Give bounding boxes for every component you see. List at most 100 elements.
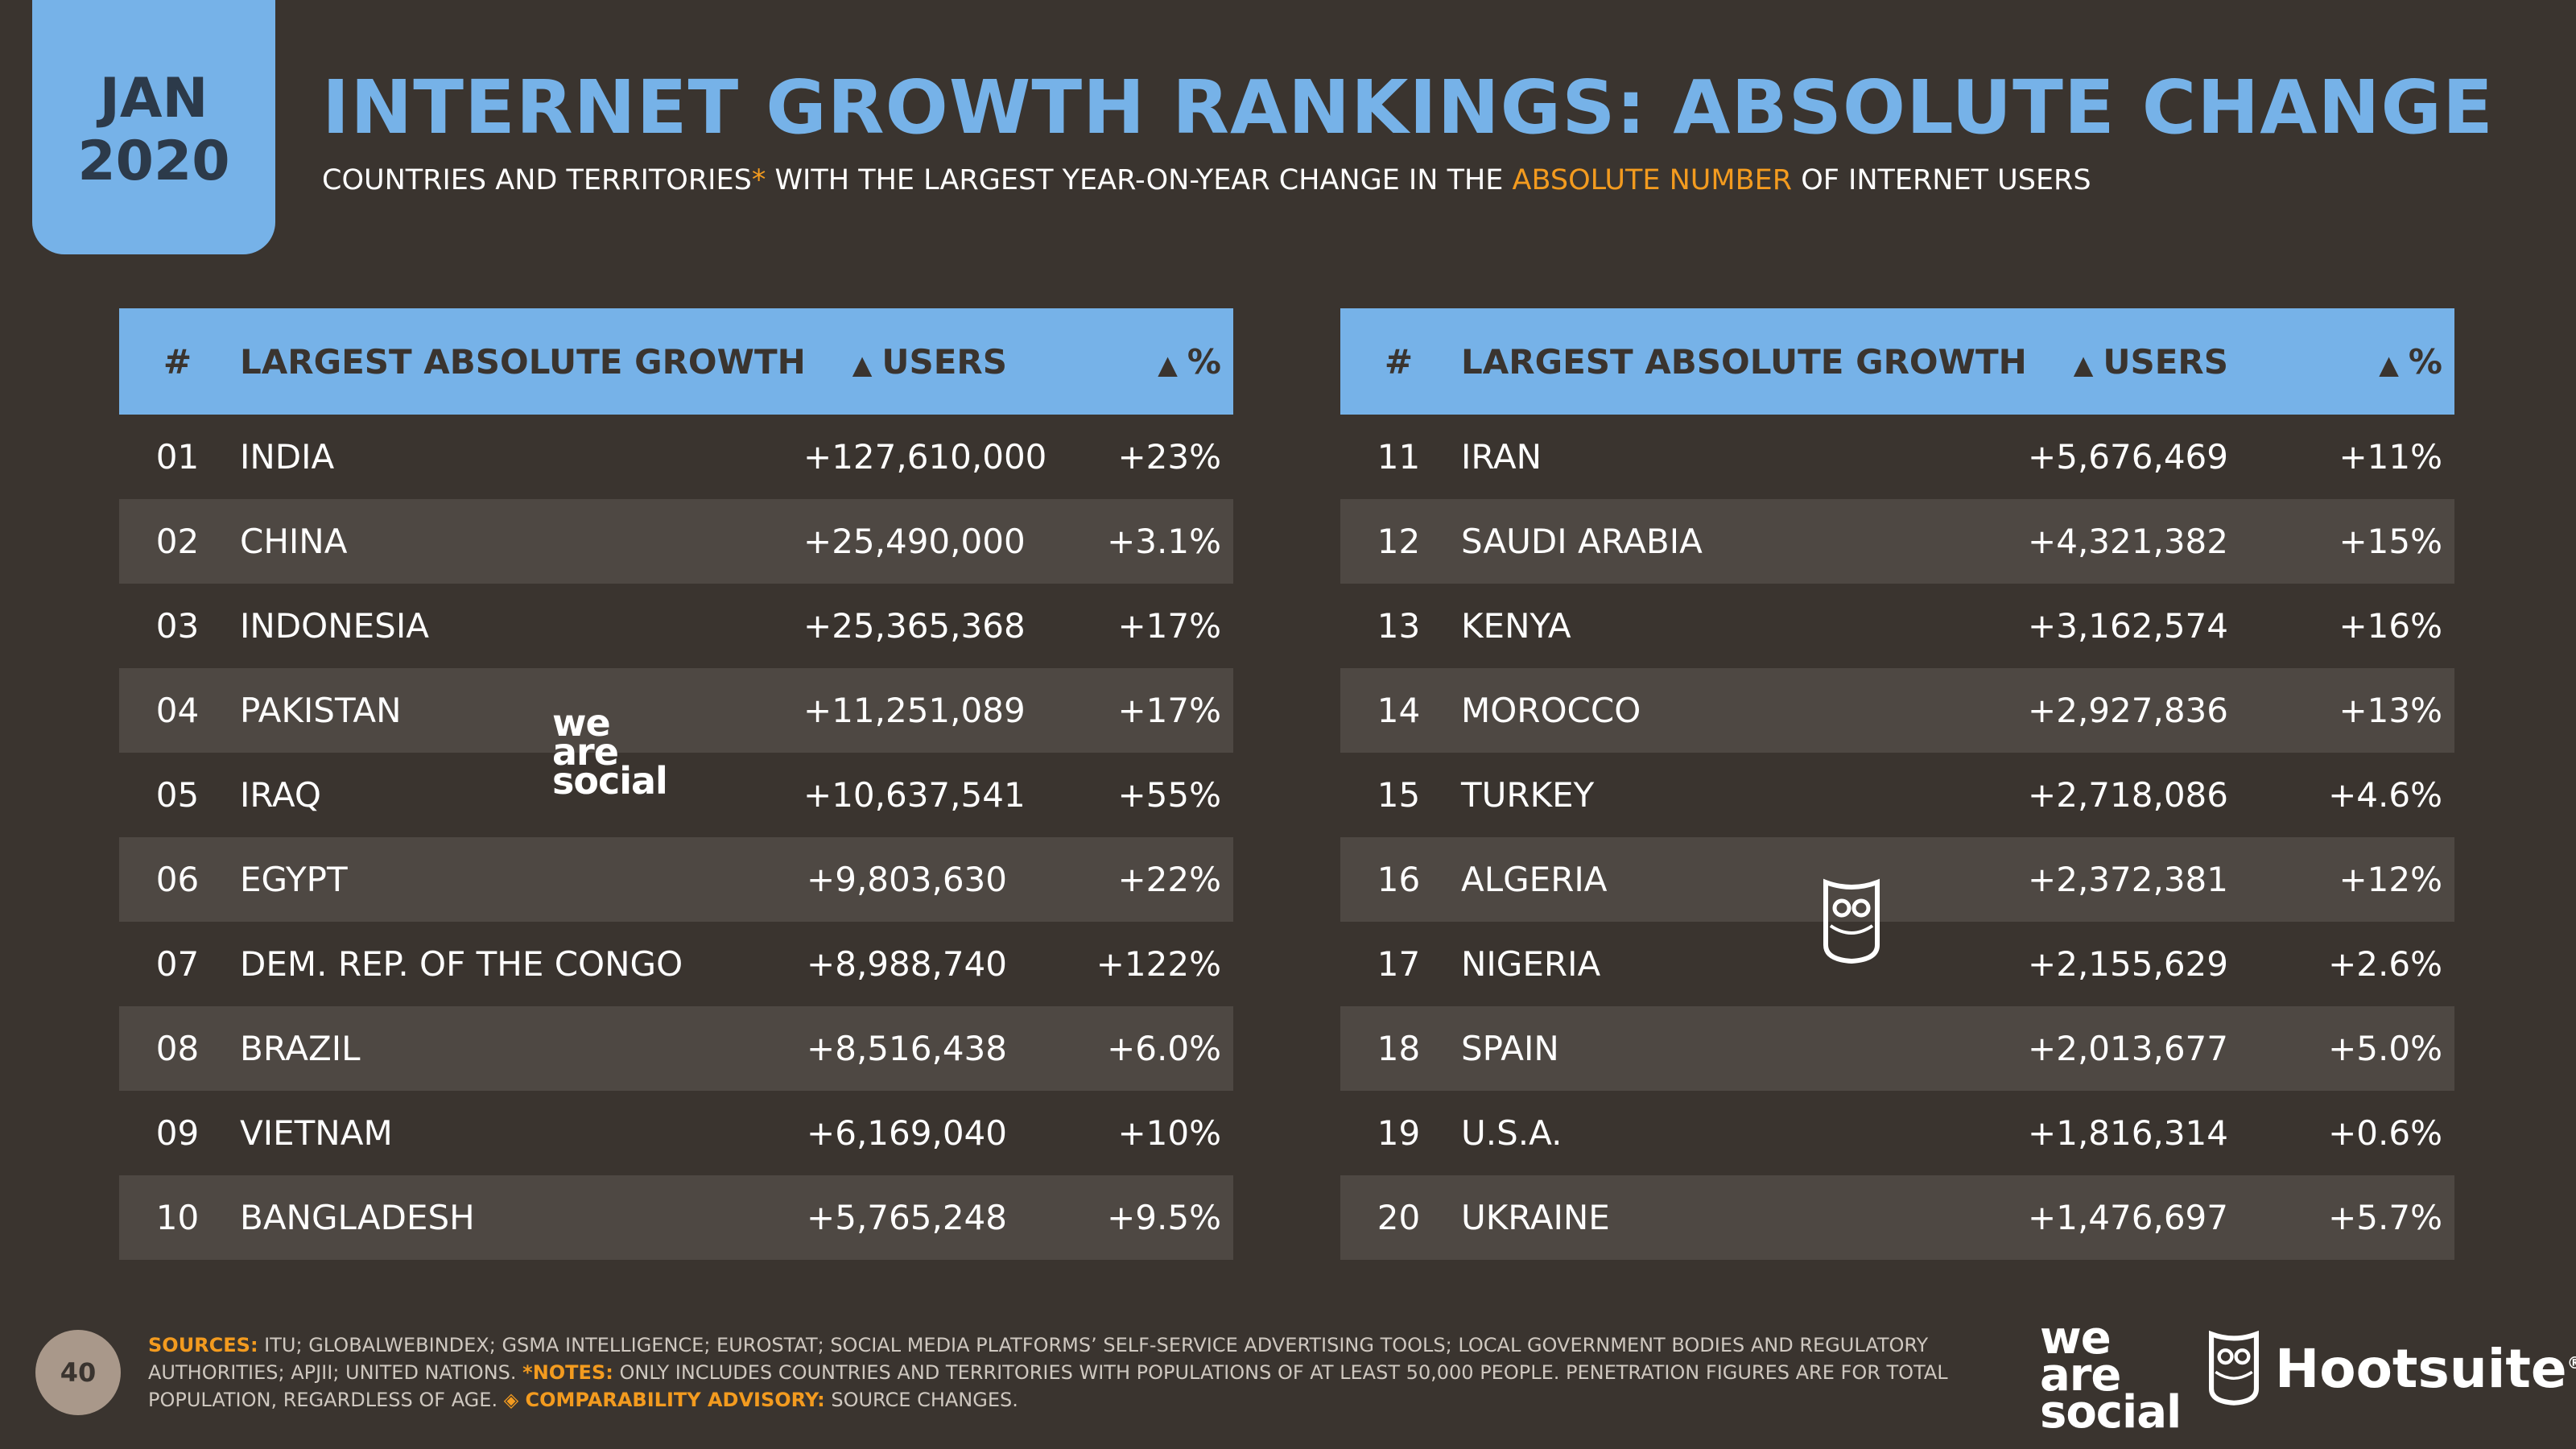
users-change-cell: +25,490,000: [803, 522, 1026, 561]
hootsuite-wordmark: Hootsuite®: [2275, 1338, 2576, 1400]
table-row: 14 MOROCCO +2,927,836 +13%: [1340, 668, 2454, 753]
table-row: 02 CHINA +25,490,000 +3.1%: [119, 499, 1233, 584]
rank-cell: 02: [155, 522, 200, 561]
subtitle-part1: COUNTRIES AND TERRITORIES: [322, 164, 752, 196]
table-row: 07 DEM. REP. OF THE CONGO +8,988,740 +122%: [119, 922, 1233, 1006]
notes-label: *NOTES:: [522, 1361, 613, 1384]
header-users: ▲ USERS: [2025, 342, 2228, 382]
country-cell: INDONESIA: [240, 606, 429, 646]
percent-change-cell: +10%: [1117, 1113, 1221, 1153]
rank-cell: 17: [1377, 944, 1421, 984]
logo-social: social: [2040, 1386, 2182, 1439]
table-row: 08 BRAZIL +8,516,438 +6.0%: [119, 1006, 1233, 1091]
rank-cell: 12: [1377, 522, 1421, 561]
percent-change-cell: +11%: [2339, 437, 2442, 477]
country-cell: UKRAINE: [1461, 1198, 1610, 1237]
sources-text: ITU; GLOBALWEBINDEX; GSMA INTELLIGENCE; …: [148, 1334, 1929, 1384]
percent-change-cell: +9.5%: [1107, 1198, 1221, 1237]
table-row: 20 UKRAINE +1,476,697 +5.7%: [1340, 1175, 2454, 1260]
users-change-cell: +10,637,541: [803, 775, 1026, 815]
watermark-social: social: [552, 759, 668, 803]
triangle-up-icon: ▲: [2379, 349, 2399, 380]
rank-cell: 11: [1377, 437, 1421, 477]
percent-change-cell: +15%: [2339, 522, 2442, 561]
percent-change-cell: +6.0%: [1107, 1029, 1221, 1068]
table-header: # LARGEST ABSOLUTE GROWTH ▲ USERS ▲%: [119, 308, 1233, 415]
percent-change-cell: +2.6%: [2328, 944, 2442, 984]
table-row: 09 VIETNAM +6,169,040 +10%: [119, 1091, 1233, 1175]
percent-change-cell: +4.6%: [2328, 775, 2442, 815]
users-change-cell: +5,676,469: [2028, 437, 2228, 477]
rank-cell: 15: [1377, 775, 1421, 815]
country-cell: INDIA: [240, 437, 335, 477]
rank-cell: 14: [1377, 691, 1421, 730]
users-change-cell: +1,476,697: [2028, 1198, 2228, 1237]
table-row: 03 INDONESIA +25,365,368 +17%: [119, 584, 1233, 668]
triangle-up-icon: ▲: [2073, 349, 2094, 380]
rank-cell: 18: [1377, 1029, 1421, 1068]
percent-change-cell: +5.7%: [2328, 1198, 2442, 1237]
percent-change-cell: +13%: [2339, 691, 2442, 730]
rank-cell: 03: [155, 606, 200, 646]
users-change-cell: +6,169,040: [807, 1113, 1007, 1153]
table-row: 04 PAKISTAN +11,251,089 +17%: [119, 668, 1233, 753]
header-users-label: USERS: [2103, 341, 2228, 382]
users-change-cell: +3,162,574: [2028, 606, 2228, 646]
we-are-social-logo: we are social: [2040, 1316, 2182, 1439]
header-num: #: [1384, 341, 1414, 382]
subtitle-asterisk: *: [751, 164, 766, 196]
rank-cell: 07: [155, 944, 200, 984]
header-users-label: USERS: [881, 341, 1007, 382]
country-cell: PAKISTAN: [240, 691, 402, 730]
users-change-cell: +25,365,368: [803, 606, 1026, 646]
users-change-cell: +127,610,000: [803, 437, 1047, 477]
users-change-cell: +2,155,629: [2028, 944, 2228, 984]
country-cell: EGYPT: [240, 860, 348, 899]
percent-change-cell: +16%: [2339, 606, 2442, 646]
table-row: 15 TURKEY +2,718,086 +4.6%: [1340, 753, 2454, 837]
users-change-cell: +11,251,089: [803, 691, 1026, 730]
users-change-cell: +2,013,677: [2028, 1029, 2228, 1068]
logo-are: are: [2040, 1349, 2121, 1402]
table-row: 12 SAUDI ARABIA +4,321,382 +15%: [1340, 499, 2454, 584]
header-name: LARGEST ABSOLUTE GROWTH: [240, 341, 806, 382]
header-pct-label: %: [2408, 341, 2442, 382]
table-row: 05 IRAQ +10,637,541 +55%: [119, 753, 1233, 837]
footer-notes: SOURCES: ITU; GLOBALWEBINDEX; GSMA INTEL…: [148, 1331, 1951, 1414]
page-subtitle: COUNTRIES AND TERRITORIES* WITH THE LARG…: [322, 164, 2091, 196]
country-cell: MOROCCO: [1461, 691, 1641, 730]
percent-change-cell: +0.6%: [2328, 1113, 2442, 1153]
subtitle-part2: WITH THE LARGEST YEAR-ON-YEAR CHANGE IN …: [766, 164, 1513, 196]
country-cell: SPAIN: [1461, 1029, 1559, 1068]
date-badge: JAN 2020: [32, 0, 275, 254]
rank-cell: 19: [1377, 1113, 1421, 1153]
rank-cell: 20: [1377, 1198, 1421, 1237]
watermark-are: are: [552, 730, 619, 774]
table-row: 13 KENYA +3,162,574 +16%: [1340, 584, 2454, 668]
rank-cell: 04: [155, 691, 200, 730]
country-cell: CHINA: [240, 522, 348, 561]
country-cell: U.S.A.: [1461, 1113, 1563, 1153]
we-are-social-watermark: we are social: [552, 704, 668, 803]
users-change-cell: +9,803,630: [807, 860, 1007, 899]
registered-mark: ®: [2566, 1352, 2576, 1373]
header-pct-label: %: [1187, 341, 1221, 382]
hootsuite-text: Hootsuite: [2275, 1337, 2567, 1400]
rank-cell: 01: [155, 437, 200, 477]
percent-change-cell: +17%: [1117, 691, 1221, 730]
table-row: 17 NIGERIA +2,155,629 +2.6%: [1340, 922, 2454, 1006]
country-cell: ALGERIA: [1461, 860, 1608, 899]
triangle-up-icon: ▲: [852, 349, 873, 380]
advisory-label: ◈ COMPARABILITY ADVISORY:: [503, 1389, 825, 1411]
country-cell: IRAN: [1461, 437, 1542, 477]
country-cell: IRAQ: [240, 775, 321, 815]
percent-change-cell: +12%: [2339, 860, 2442, 899]
header-pct: ▲%: [1007, 342, 1221, 382]
rankings-table-right: # LARGEST ABSOLUTE GROWTH ▲ USERS ▲% 11 IR…: [1340, 308, 2454, 1260]
users-change-cell: +5,765,248: [807, 1198, 1007, 1237]
subtitle-highlight: ABSOLUTE NUMBER: [1512, 164, 1793, 196]
sources-label: SOURCES:: [148, 1334, 258, 1356]
users-change-cell: +2,718,086: [2028, 775, 2228, 815]
header-users: ▲ USERS: [803, 342, 1007, 382]
table-row: 19 U.S.A. +1,816,314 +0.6%: [1340, 1091, 2454, 1175]
